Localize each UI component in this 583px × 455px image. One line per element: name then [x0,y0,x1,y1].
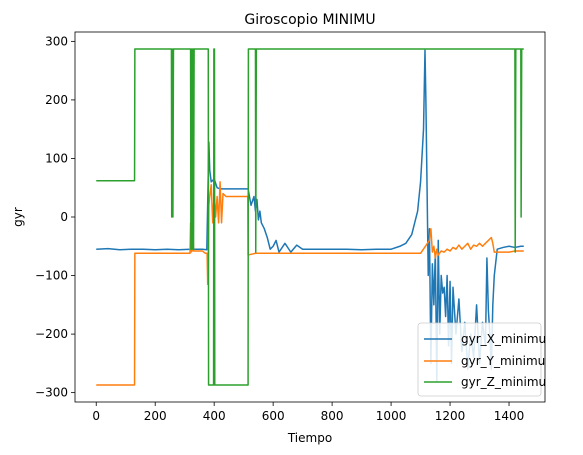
y-tick-label: −200 [35,327,68,341]
y-axis-label: gyr [11,207,25,227]
x-tick-label: 800 [321,409,344,423]
x-tick-label: 200 [144,409,167,423]
y-tick-label: −100 [35,269,68,283]
y-tick-label: −300 [35,386,68,400]
y-tick-label: 300 [45,34,68,48]
x-tick-label: 600 [262,409,285,423]
legend-label-gyr-z: gyr_Z_minimu [461,375,546,389]
x-tick-label: 0 [92,409,100,423]
x-tick-label: 400 [203,409,226,423]
y-tick-label: 200 [45,93,68,107]
legend: gyr_X_minimu gyr_Y_minimu gyr_Z_minimu [418,323,546,396]
y-tick-label: 0 [60,210,68,224]
x-axis-label: Tiempo [287,431,332,445]
x-tick-label: 1200 [435,409,466,423]
chart-title: Giroscopio MINIMU [244,12,375,28]
x-tick-label: 1400 [494,409,525,423]
y-tick-label: 100 [45,151,68,165]
legend-label-gyr-y: gyr_Y_minimu [461,354,545,368]
legend-label-gyr-x: gyr_X_minimu [461,332,546,346]
x-tick-label: 1000 [376,409,407,423]
